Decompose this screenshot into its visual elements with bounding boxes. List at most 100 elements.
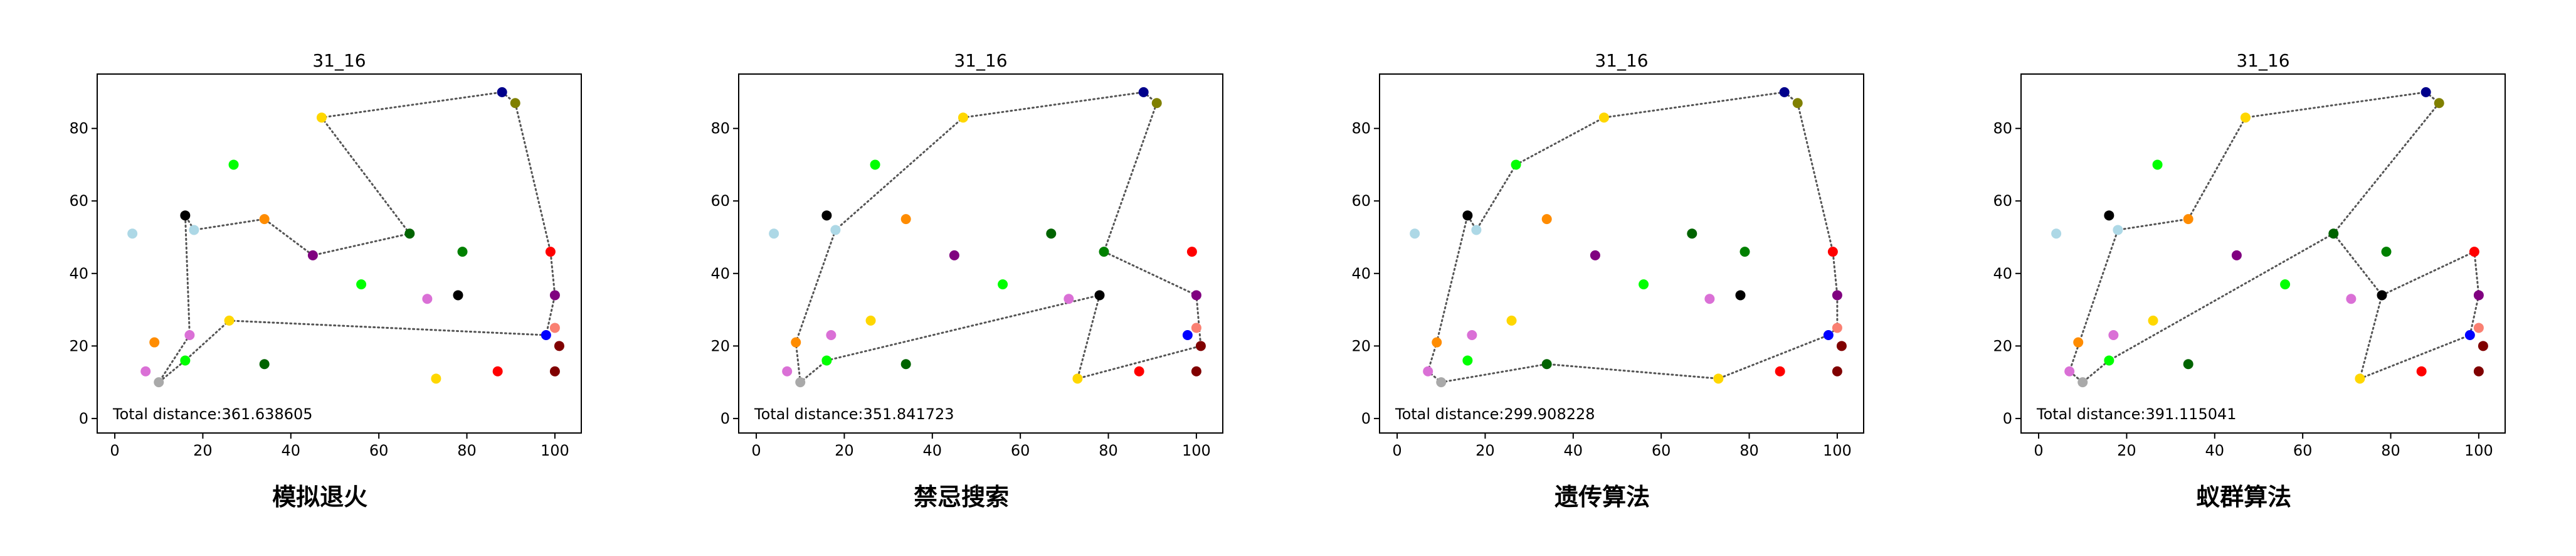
city-point (1467, 330, 1477, 340)
city-point (2416, 366, 2427, 377)
city-point (1471, 225, 1482, 235)
route-path (1427, 91, 1839, 383)
city-point (2073, 337, 2084, 348)
city-point (2381, 247, 2392, 257)
city-point (949, 250, 959, 260)
city-point (228, 159, 239, 170)
city-point (821, 210, 832, 221)
city-point (1099, 247, 1109, 257)
city-point (549, 366, 560, 377)
city-point (184, 330, 195, 340)
panel-caption: 模拟退火 (272, 483, 367, 511)
x-tick-label: 60 (369, 442, 389, 459)
city-point (826, 330, 837, 340)
city-point (1462, 355, 1473, 366)
city-point (510, 98, 520, 109)
x-tick-label: 80 (1739, 442, 1759, 459)
city-point (1832, 323, 1842, 333)
city-point (180, 210, 191, 221)
city-point (154, 377, 164, 388)
chart-panel-2: 31_16 0 20 40 60 80 100 0 20 40 60 80 Total distance… (710, 50, 1223, 511)
city-point (1195, 341, 1206, 351)
panel-caption: 蚁群算法 (2196, 483, 2291, 511)
city-point (1590, 250, 1600, 260)
city-point (2473, 290, 2484, 301)
y-tick-label: 0 (2003, 410, 2012, 427)
x-tick-label: 40 (923, 442, 942, 459)
y-tick-label: 20 (1993, 337, 2012, 355)
city-point (2464, 330, 2475, 340)
x-tick-label: 20 (193, 442, 213, 459)
city-point (549, 323, 560, 333)
axes-frame (2020, 73, 2506, 434)
city-point (1541, 214, 1552, 225)
y-tick-label: 60 (69, 192, 88, 210)
city-point (1775, 366, 1785, 377)
city-point (1182, 330, 1193, 340)
city-point (1432, 337, 1442, 348)
x-tick-label: 0 (2034, 442, 2043, 459)
city-point (2051, 228, 2062, 239)
city-point (1046, 228, 1057, 239)
total-distance-label: Total distance:351.841723 (754, 405, 954, 423)
city-point (1832, 290, 1842, 301)
chart-panel-3: 31_16 0 20 40 60 80 100 0 20 40 60 80 Total distance… (1351, 50, 1864, 511)
city-point (2183, 359, 2193, 370)
city-point (791, 337, 801, 348)
x-tick-label: 80 (2381, 442, 2400, 459)
city-point (259, 214, 270, 225)
city-point (1436, 377, 1447, 388)
city-point (1687, 228, 1697, 239)
city-point (1191, 366, 1201, 377)
axes-frame (738, 73, 1223, 434)
city-point (140, 366, 151, 377)
y-tick-label: 80 (69, 120, 88, 137)
panel-caption: 禁忌搜索 (914, 483, 1009, 511)
city-point (545, 247, 556, 257)
total-distance-label: Total distance:299.908228 (1395, 405, 1595, 423)
x-tick-label: 100 (541, 442, 569, 459)
city-point (1704, 294, 1715, 304)
chart-panel-1: 31_16 0 20 40 60 80 100 0 20 40 60 80 Total distance… (69, 50, 582, 511)
city-point (1191, 290, 1201, 301)
x-tick-label: 80 (1099, 442, 1118, 459)
city-point (2064, 366, 2075, 377)
panel-title: 31_16 (312, 50, 366, 71)
y-tick-label: 40 (69, 265, 88, 282)
city-point (1186, 247, 1197, 257)
city-point (1410, 228, 1420, 239)
x-tick-label: 100 (1182, 442, 1211, 459)
city-point (2152, 159, 2163, 170)
x-tick-label: 40 (282, 442, 301, 459)
panel-title: 31_16 (1595, 50, 1648, 71)
x-tick-label: 20 (835, 442, 854, 459)
city-point (870, 159, 880, 170)
y-tick-label: 60 (1993, 192, 2012, 210)
city-point (1064, 294, 1074, 304)
city-point (1823, 330, 1834, 340)
x-tick-label: 40 (2205, 442, 2225, 459)
city-point (830, 225, 841, 235)
x-tick-label: 0 (110, 442, 119, 459)
city-point (2104, 355, 2114, 366)
x-tick-label: 80 (457, 442, 477, 459)
city-point (1827, 247, 1838, 257)
route-path (158, 91, 556, 383)
x-tick-label: 60 (1011, 442, 1030, 459)
panel-title: 31_16 (954, 50, 1007, 71)
city-point (795, 377, 806, 388)
y-tick-label: 0 (79, 410, 88, 427)
city-point (189, 225, 199, 235)
city-point (259, 359, 270, 370)
city-point (180, 355, 191, 366)
city-point (1836, 341, 1847, 351)
city-point (782, 366, 793, 377)
y-tick-label: 0 (721, 410, 730, 427)
city-point (453, 290, 463, 301)
y-tick-label: 80 (710, 120, 730, 137)
city-point (1462, 210, 1473, 221)
city-point (2231, 250, 2242, 260)
x-tick-label: 40 (1564, 442, 1583, 459)
